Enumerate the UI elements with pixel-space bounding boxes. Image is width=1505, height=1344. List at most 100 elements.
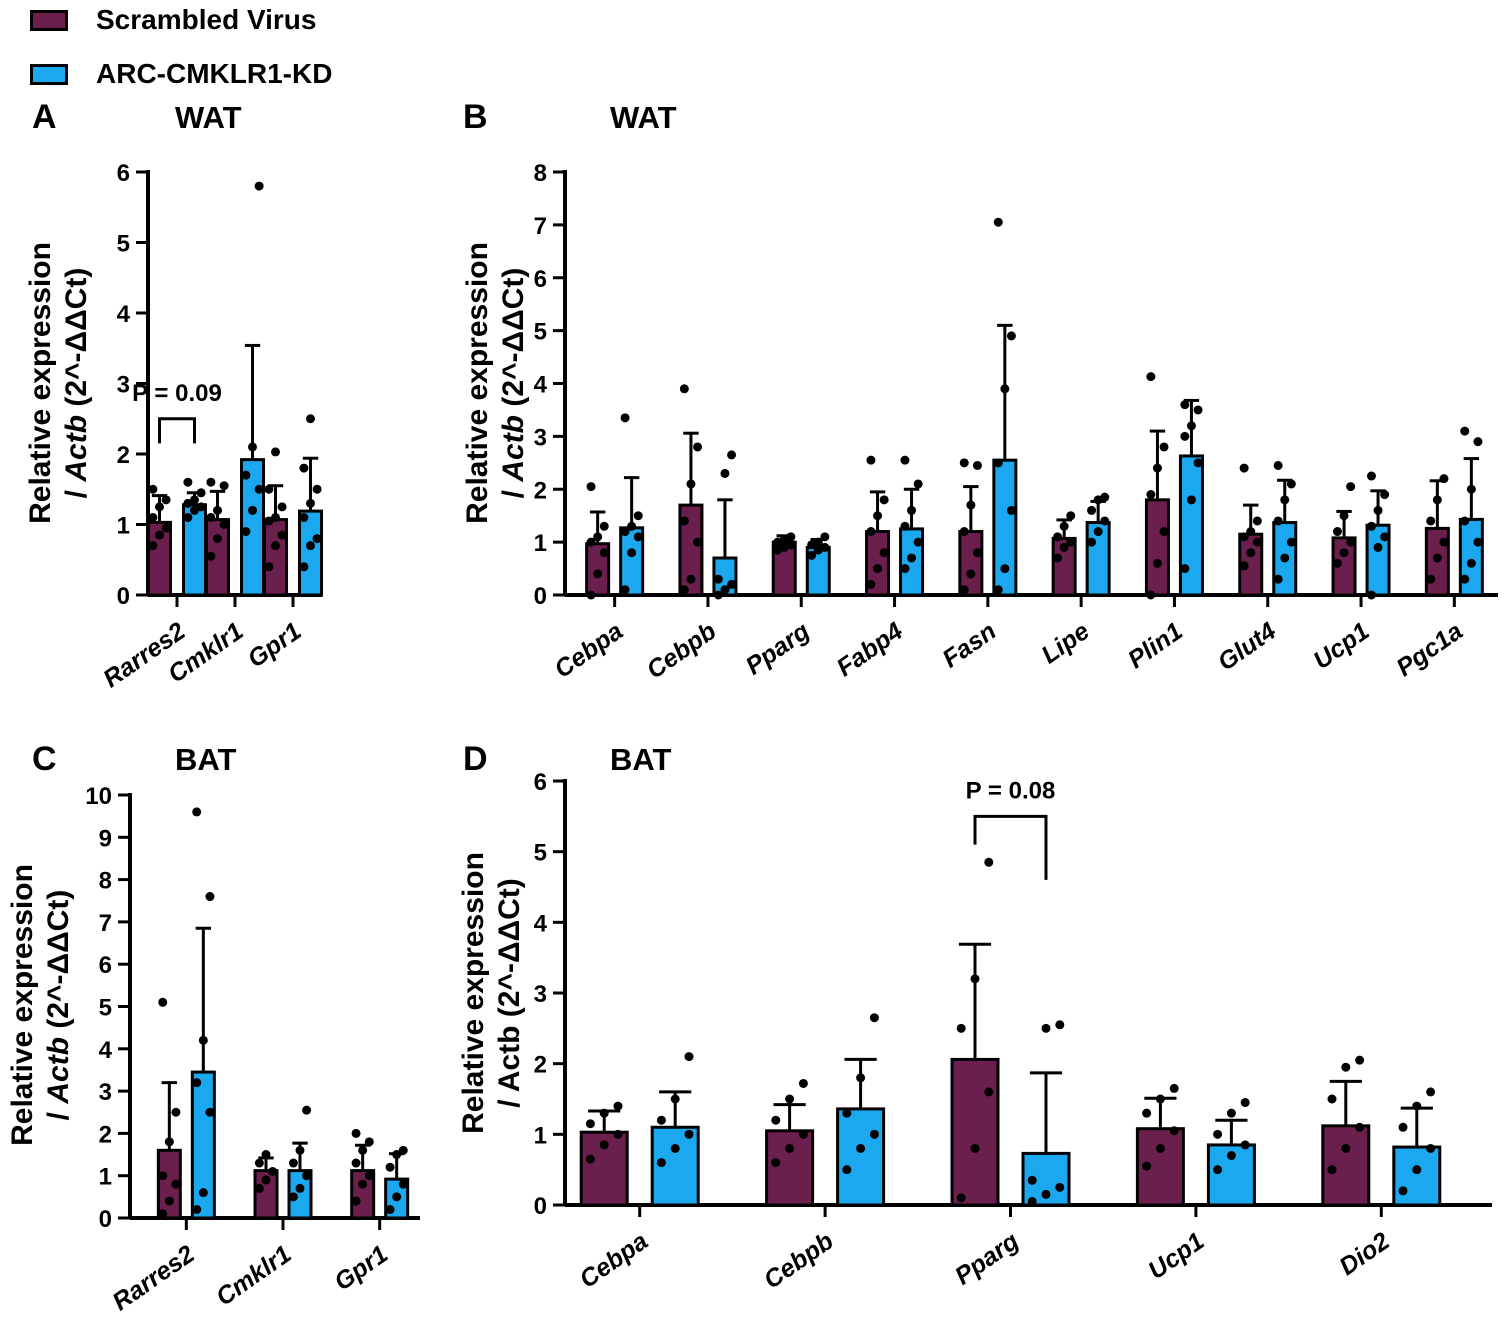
data-point [900,521,910,531]
data-point [959,527,969,537]
data-point [585,1119,595,1129]
data-point [785,1094,795,1104]
data-point [599,1140,609,1150]
legend: Scrambled Virus ARC-CMKLR1-KD [0,0,600,110]
data-point [1398,1122,1408,1132]
data-point [190,505,199,515]
data-point [306,498,315,508]
bar-scrambled [1144,498,1170,597]
data-point [1146,490,1156,500]
data-point [956,1023,966,1033]
x-tick-label: Pparg [741,617,815,681]
panel-b: B WAT Relative expression / Actb (2^-ΔΔCt) 0… [461,98,1498,685]
data-point [586,537,596,547]
data-point [1366,590,1376,600]
y-tick-label: 0 [117,583,130,610]
y-axis-label-line2: / Actb (2^-ΔΔCt) [60,268,93,499]
data-point [1327,1165,1337,1175]
data-point [1142,1161,1152,1171]
y-tick-label: 0 [534,1193,547,1220]
data-point [593,532,603,542]
data-point [633,532,643,542]
bar-scrambled [147,520,172,597]
y-tick-label: 3 [534,981,547,1008]
data-point [1000,384,1010,394]
y-axis-label-part: Actb [42,1037,75,1105]
y-axis-label: Relative expression [6,864,39,1146]
data-point [1355,1055,1365,1065]
data-point [364,1137,374,1147]
data-point [261,1175,271,1185]
data-point [1055,1020,1065,1030]
data-point [1087,537,1097,547]
y-axis-label-part: Actb [493,1026,526,1093]
y-tick-label: 6 [117,160,130,187]
data-point [713,574,723,584]
panel-title: BAT [175,742,236,777]
data-point [1339,511,1349,521]
data-point [1066,511,1076,521]
data-point [620,527,630,537]
data-point [970,974,980,984]
y-tick-label: 5 [99,995,112,1022]
data-point [620,585,630,595]
data-point [392,1192,402,1202]
y-axis-label-part: / [497,482,530,499]
data-point [241,527,251,537]
x-tick-label: Ucp1 [1143,1227,1209,1285]
bar-kd [1458,517,1484,597]
y-axis-label-part: Actb [497,415,530,483]
data-point [856,1073,866,1083]
data-point [206,512,216,522]
data-point [1059,521,1069,531]
bar-scrambled [958,530,984,597]
y-tick-label: 3 [117,372,130,399]
data-point [190,495,199,505]
data-point [866,527,876,537]
legend-item-kd: ARC-CMKLR1-KD [30,54,332,94]
data-point [656,1115,666,1125]
data-point [593,569,603,579]
data-point [254,1183,264,1193]
x-tick-label: Cebpb [642,617,722,685]
y-axis-label: Relative expression [24,242,57,524]
data-point [392,1150,402,1160]
data-point [192,1205,202,1215]
data-point [869,1013,879,1023]
data-point [798,1129,808,1139]
data-point [148,541,158,551]
data-point [161,495,171,505]
data-point [1239,463,1249,473]
data-point [873,564,883,574]
y-tick-label: 4 [117,301,131,328]
data-point [585,1154,595,1164]
data-point [720,468,730,478]
data-point [1273,460,1283,470]
data-point [1466,484,1476,494]
data-point [1341,1143,1351,1153]
significance-bracket [158,417,196,444]
y-tick-label: 2 [534,477,547,504]
data-point [312,484,322,494]
data-point [993,585,1003,595]
x-tick-label: Pgc1a [1391,617,1467,682]
y-tick-label: 0 [99,1206,112,1233]
data-point [1186,495,1196,505]
x-tick-label: Fasn [937,617,1001,673]
data-point [1213,1129,1223,1139]
bar-kd [1178,454,1204,597]
data-point [385,1205,395,1215]
y-tick-label: 5 [534,319,547,346]
data-point [1246,548,1256,558]
x-tick-label: Rarres2 [107,1240,199,1316]
data-point [288,1158,298,1168]
data-point [1000,564,1010,574]
data-point [1100,492,1110,502]
y-tick-label: 7 [99,910,112,937]
data-point [1473,537,1483,547]
x-tick-label: Pparg [950,1227,1024,1291]
data-point [1169,1083,1179,1093]
data-point [842,1165,852,1175]
y-tick-label: 5 [534,840,547,867]
